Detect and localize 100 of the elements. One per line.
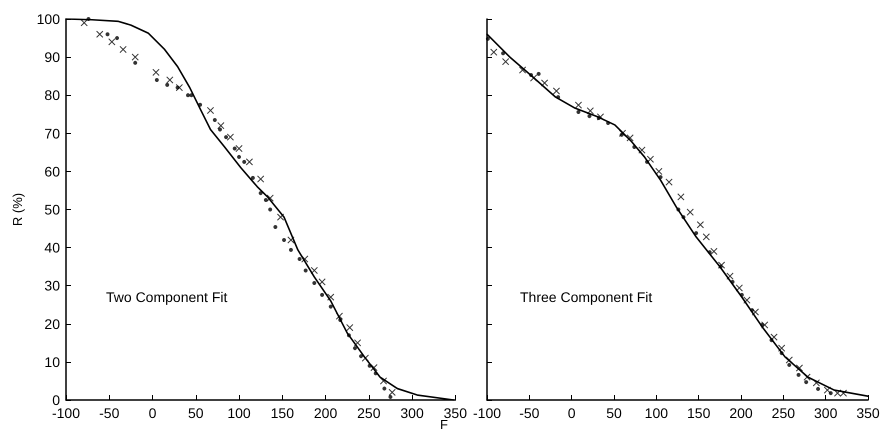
y-tick-label: 40 [44, 240, 60, 256]
point [154, 78, 159, 82]
point [236, 145, 243, 152]
x-tick-label: 50 [606, 405, 622, 421]
point [186, 93, 190, 98]
point [696, 221, 704, 228]
point [218, 127, 222, 132]
point [328, 304, 333, 309]
y-tick-label: 0 [52, 392, 60, 408]
point [80, 19, 88, 26]
point [490, 48, 498, 56]
point [237, 154, 242, 159]
x-tick-label: 250 [772, 405, 796, 421]
point [382, 386, 386, 391]
point [320, 292, 324, 297]
x-tick-label: 0 [568, 405, 576, 421]
point [552, 88, 560, 95]
y-tick-label: 70 [44, 125, 60, 142]
x-tick-label: 300 [814, 405, 838, 421]
x-tick-label: 150 [270, 405, 294, 421]
point [804, 380, 808, 384]
x-tick-label: -100 [52, 405, 80, 421]
point [710, 248, 718, 255]
point [264, 198, 268, 202]
point [352, 346, 357, 350]
point [666, 178, 673, 186]
point [828, 391, 833, 396]
point [212, 118, 217, 122]
point [702, 233, 710, 240]
point [486, 36, 490, 41]
y-tick-label: 80 [44, 87, 60, 104]
point [273, 225, 278, 230]
y-tick-label: 10 [44, 354, 60, 370]
point [176, 86, 180, 90]
point [587, 114, 592, 118]
y-tick-label: 20 [44, 316, 60, 332]
point [298, 257, 302, 262]
point [796, 364, 803, 372]
point [268, 208, 272, 212]
point [232, 146, 237, 151]
x-tick-label: 300 [400, 405, 424, 421]
point [152, 68, 160, 76]
y-tick-label: 30 [44, 278, 60, 294]
point [282, 238, 286, 242]
point [132, 54, 139, 61]
point [770, 334, 778, 341]
point [778, 344, 786, 352]
x-tick-label: 0 [148, 405, 157, 421]
point [502, 58, 510, 66]
point [250, 176, 255, 180]
point [787, 362, 792, 367]
point [224, 135, 228, 140]
y-tick-label: 50 [44, 202, 60, 218]
point [574, 102, 582, 109]
point [388, 394, 392, 399]
point [726, 272, 734, 280]
point [519, 66, 526, 74]
point [586, 107, 594, 114]
point [242, 160, 246, 164]
y-axis-title: R (%) [10, 192, 25, 226]
point [115, 36, 120, 40]
x-tick-label: -50 [99, 405, 120, 421]
x-tick-label: 250 [357, 405, 381, 421]
point [359, 354, 364, 358]
point [312, 281, 316, 286]
point [304, 268, 308, 272]
point [536, 72, 541, 76]
point [287, 236, 294, 244]
point [246, 158, 253, 166]
point [327, 294, 334, 301]
x-tick-label: 200 [314, 405, 338, 421]
annotation: Three Component Fit [520, 289, 652, 305]
point [501, 51, 506, 56]
y-tick-label: 90 [44, 49, 60, 66]
point [288, 248, 293, 252]
point [638, 146, 646, 154]
point [226, 134, 234, 141]
x-tick-label: 350 [856, 405, 880, 421]
annotation: Two Component Fit [106, 289, 228, 305]
point [217, 122, 224, 130]
y-tick-label: 100 [36, 11, 60, 27]
point [106, 32, 110, 36]
point [576, 110, 580, 114]
point [108, 38, 116, 46]
point [677, 193, 684, 200]
x-tick-label: 100 [644, 405, 668, 421]
point [816, 386, 820, 391]
x-tick-label: -100 [472, 405, 502, 421]
point [165, 82, 170, 87]
point [277, 214, 284, 221]
y-tick-label: 60 [44, 163, 60, 180]
point [346, 324, 354, 332]
x-tick-label: -50 [519, 405, 540, 421]
x-tick-label: 100 [227, 405, 251, 421]
point [120, 46, 127, 53]
point [206, 106, 214, 114]
x-tick-label: 200 [729, 405, 753, 421]
x-tick-label: 50 [188, 405, 204, 421]
point [686, 208, 694, 216]
point [166, 76, 174, 84]
